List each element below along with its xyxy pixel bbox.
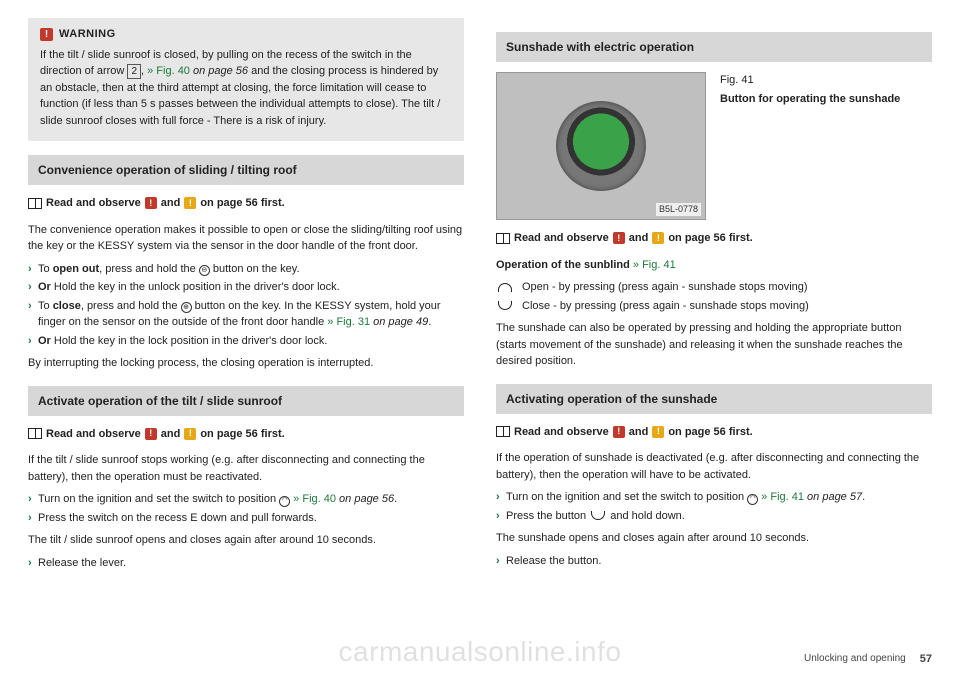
figure-number: Fig. 41 <box>720 72 900 89</box>
warning-icon: ! <box>40 28 53 41</box>
page-footer: Unlocking and opening 57 <box>28 651 932 668</box>
para-10sec-right: The sunshade opens and closes again afte… <box>496 530 932 547</box>
para-convenience: The convenience operation makes it possi… <box>28 222 464 255</box>
bullet-list-1: To open out, press and hold the ⊖ button… <box>28 261 464 350</box>
section-sunshade: Sunshade with electric operation <box>496 32 932 62</box>
list-item: Or Hold the key in the unlock position i… <box>28 279 464 296</box>
operation-list: Open - by pressing (press again - sunsha… <box>496 279 932 314</box>
warning-title: WARNING <box>59 26 116 43</box>
footer-section: Unlocking and opening <box>804 651 906 666</box>
bullet-list-5: Release the button. <box>496 553 932 570</box>
book-icon <box>496 426 510 437</box>
list-item: Turn on the ignition and set the switch … <box>496 489 932 506</box>
bullet-list-2: Turn on the ignition and set the switch … <box>28 491 464 526</box>
unlock-icon: ⊖ <box>199 265 210 276</box>
bullet-list-3: Release the lever. <box>28 555 464 572</box>
fig31-link[interactable]: » Fig. 31 <box>327 316 370 328</box>
position-icon: ◠ <box>279 496 290 507</box>
bullet-list-4: Turn on the ignition and set the switch … <box>496 489 932 524</box>
book-icon <box>496 233 510 244</box>
warning-box: ! WARNING If the tilt / slide sunroof is… <box>28 18 464 141</box>
chip-red-icon: ! <box>613 232 625 244</box>
chip-red-icon: ! <box>145 197 157 209</box>
list-item: Turn on the ignition and set the switch … <box>28 491 464 508</box>
op-open: Open - by pressing (press again - sunsha… <box>496 279 932 296</box>
figure-41-image: B5L-0778 <box>496 72 706 220</box>
figure-caption-block: Fig. 41 Button for operating the sunshad… <box>720 72 900 220</box>
section-convenience: Convenience operation of sliding / tilti… <box>28 155 464 185</box>
book-icon <box>28 428 42 439</box>
fig41-link-2[interactable]: » Fig. 41 <box>758 491 804 503</box>
close-icon <box>498 301 512 310</box>
section-activate-sunroof: Activate operation of the tilt / slide s… <box>28 386 464 416</box>
figure-row: B5L-0778 Fig. 41 Button for operating th… <box>496 72 932 220</box>
figure-code: B5L-0778 <box>656 203 701 217</box>
chip-yellow-icon: ! <box>184 428 196 440</box>
list-item: Release the button. <box>496 553 932 570</box>
list-item: To open out, press and hold the ⊖ button… <box>28 261 464 278</box>
right-column: Sunshade with electric operation B5L-077… <box>496 18 932 577</box>
lock-icon: ⊕ <box>181 302 192 313</box>
read-observe-1: Read and observe ! and ! on page 56 firs… <box>28 195 464 212</box>
key-2: 2 <box>127 64 141 79</box>
book-icon <box>28 198 42 209</box>
para-sunshade-deact: If the operation of sunshade is deactiva… <box>496 450 932 483</box>
para-sunshade-hold: The sunshade can also be operated by pre… <box>496 320 932 370</box>
chip-red-icon: ! <box>613 426 625 438</box>
position-icon: ◠ <box>747 494 758 505</box>
chip-yellow-icon: ! <box>652 426 664 438</box>
chip-yellow-icon: ! <box>652 232 664 244</box>
section-activate-sunshade: Activating operation of the sunshade <box>496 384 932 414</box>
fig41-link[interactable]: » Fig. 41 <box>633 259 676 271</box>
read-observe-4: Read and observe ! and ! on page 56 firs… <box>496 424 932 441</box>
list-item: Or Hold the key in the lock position in … <box>28 333 464 350</box>
list-item: Press the switch on the recess E down an… <box>28 510 464 527</box>
para-reactivate: If the tilt / slide sunroof stops workin… <box>28 452 464 485</box>
op-close: Close - by pressing (press again - sunsh… <box>496 298 932 315</box>
list-item: To close, press and hold the ⊕ button on… <box>28 298 464 331</box>
para-interrupt: By interrupting the locking process, the… <box>28 355 464 372</box>
list-item: Release the lever. <box>28 555 464 572</box>
close-icon <box>591 511 605 520</box>
warning-body: If the tilt / slide sunroof is closed, b… <box>40 47 452 130</box>
fig40-link[interactable]: » Fig. 40 <box>147 65 190 77</box>
sunshade-dial <box>556 101 646 191</box>
left-column: ! WARNING If the tilt / slide sunroof is… <box>28 18 464 577</box>
chip-red-icon: ! <box>145 428 157 440</box>
open-icon <box>498 283 512 292</box>
chip-yellow-icon: ! <box>184 197 196 209</box>
read-observe-3: Read and observe ! and ! on page 56 firs… <box>496 230 932 247</box>
page-number: 57 <box>920 651 932 668</box>
para-10sec-left: The tilt / slide sunroof opens and close… <box>28 532 464 549</box>
operation-title: Operation of the sunblind » Fig. 41 <box>496 257 932 274</box>
list-item: Press the button and hold down. <box>496 508 932 525</box>
figure-caption: Button for operating the sunshade <box>720 91 900 108</box>
fig40-link-2[interactable]: » Fig. 40 <box>290 493 336 505</box>
read-observe-2: Read and observe ! and ! on page 56 firs… <box>28 426 464 443</box>
